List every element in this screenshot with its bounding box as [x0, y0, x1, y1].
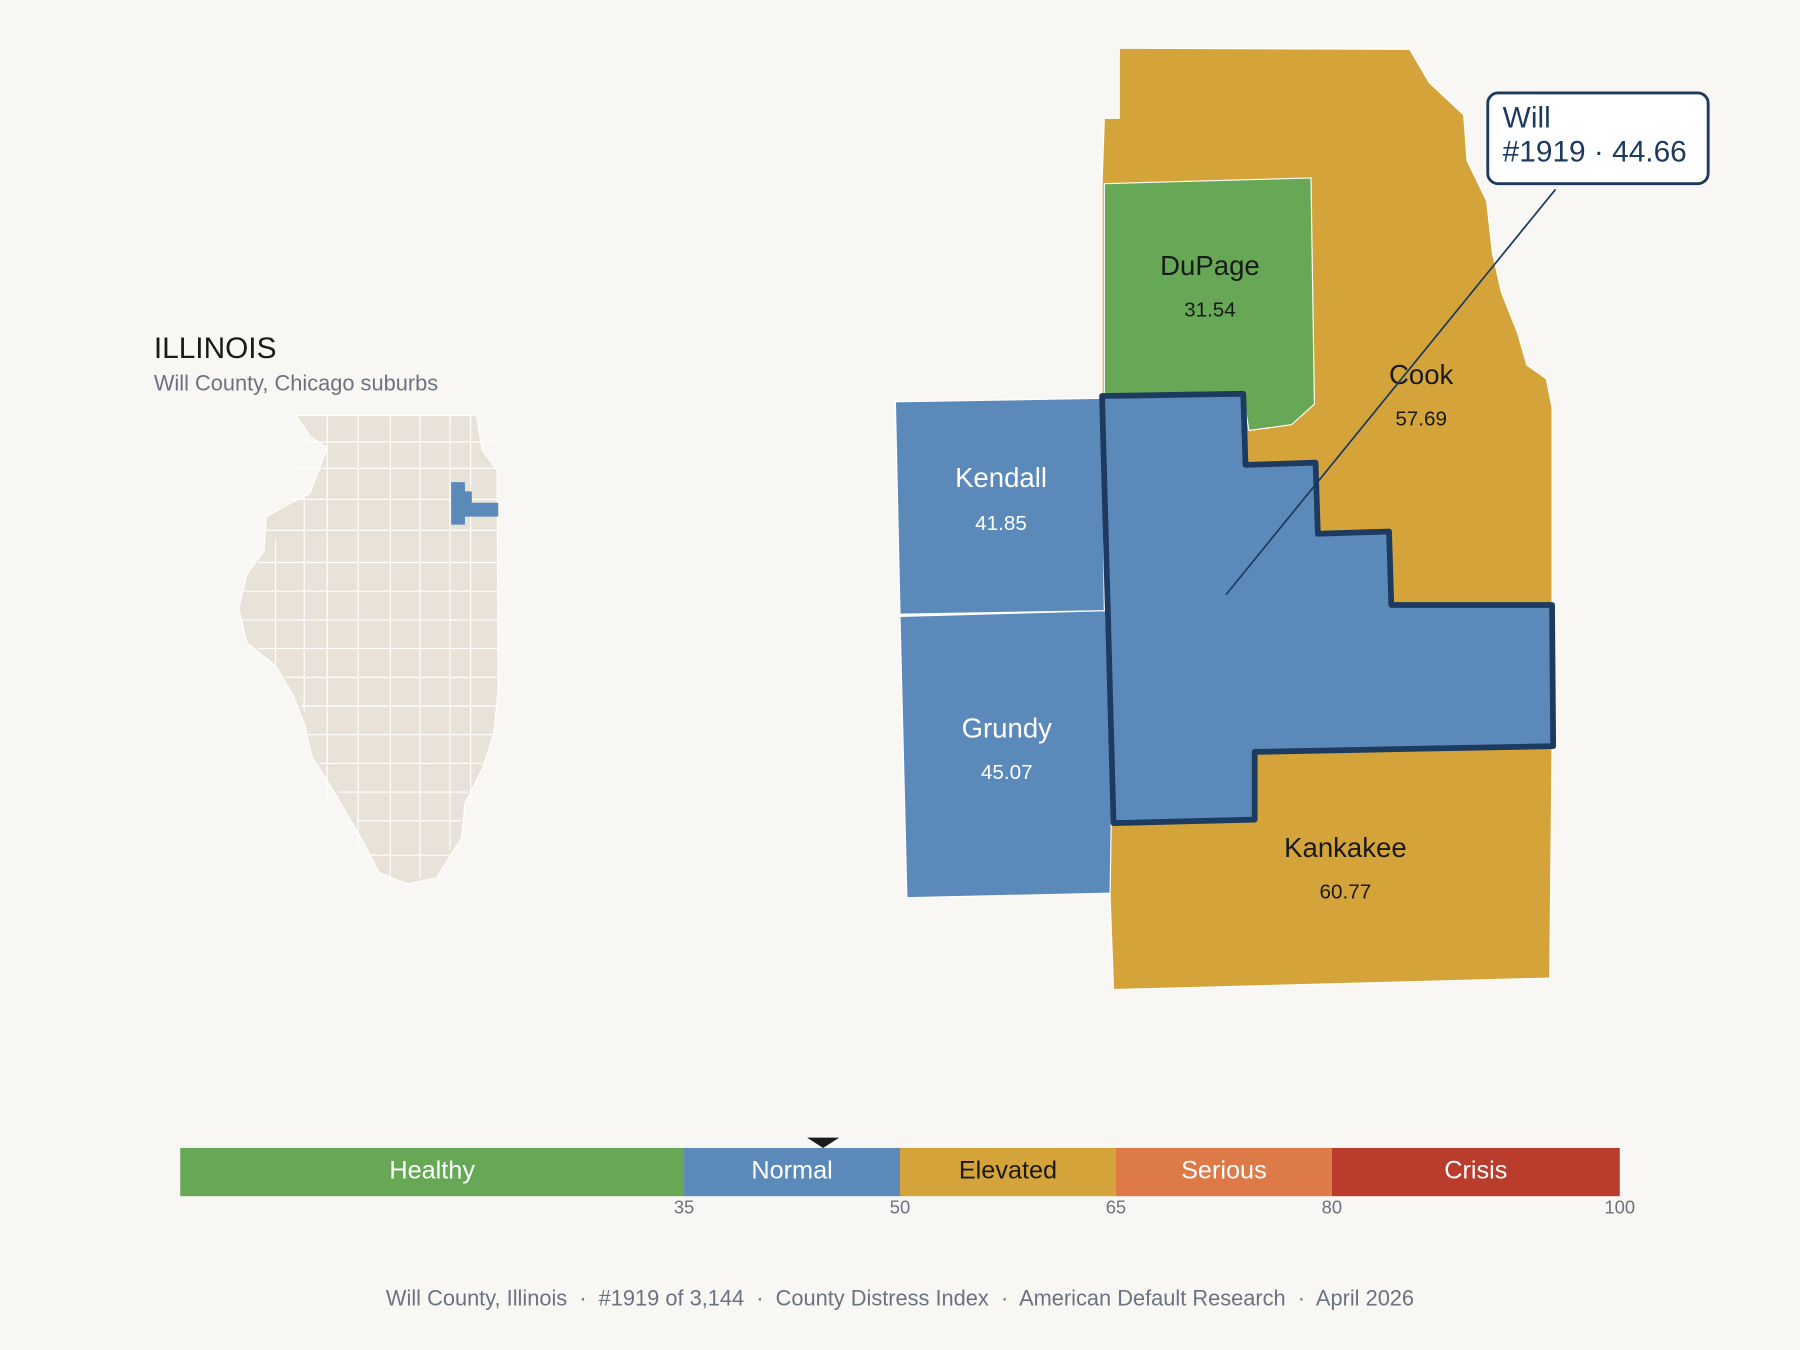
scale-band-label: Healthy	[389, 1157, 475, 1185]
scale-tick-label: 35	[674, 1197, 694, 1218]
county-value: 41.85	[975, 512, 1027, 535]
inset-subtitle: Will County, Chicago suburbs	[154, 370, 438, 395]
county-kendall	[894, 397, 1105, 615]
scale-band	[1331, 1147, 1620, 1197]
scale-tick-label: 80	[1322, 1197, 1342, 1218]
callout-title: Will	[1503, 101, 1551, 134]
inset-title: ILLINOIS	[154, 332, 277, 365]
scale-band-label: Normal	[751, 1157, 832, 1185]
county-value: 57.69	[1395, 408, 1447, 431]
scale-band-label: Crisis	[1444, 1157, 1507, 1185]
county-name: Kankakee	[1284, 832, 1407, 863]
scale-band	[180, 1147, 685, 1197]
county-grundy	[899, 610, 1115, 899]
county-value: 60.77	[1320, 881, 1372, 904]
county-name: DuPage	[1160, 250, 1260, 281]
county-name: Grundy	[962, 712, 1053, 743]
callout-leader	[1225, 188, 1557, 596]
scale-tick-label: 100	[1604, 1197, 1635, 1218]
scale-marker	[807, 1137, 840, 1148]
scale-band	[900, 1147, 1116, 1197]
scale-band-label: Elevated	[959, 1157, 1057, 1185]
callout-box	[1486, 91, 1710, 186]
scale-band-label: Serious	[1181, 1157, 1267, 1185]
county-value: 45.07	[981, 761, 1033, 784]
footer: Will County, Illinois · #1919 of 3,144 ·…	[386, 1285, 1414, 1310]
scale-band	[1115, 1147, 1332, 1197]
county-value: 31.54	[1184, 299, 1236, 322]
scale-tick-label: 50	[890, 1197, 910, 1218]
county-labels: DuPage 31.54 Cook 57.69 Kendall 41.85 Gr…	[955, 250, 1453, 904]
county-map	[894, 47, 1557, 991]
county-name: Cook	[1389, 359, 1454, 390]
county-will	[1099, 390, 1557, 826]
callout-detail: #1919 · 44.66	[1503, 136, 1687, 169]
will-highlight	[451, 482, 499, 525]
county-name: Kendall	[955, 462, 1047, 493]
scale-tick-label: 65	[1106, 1197, 1126, 1218]
scale-band	[684, 1147, 900, 1197]
distress-scale: Healthy Normal Elevated Serious Crisis 35 50 65…	[180, 1137, 1635, 1218]
illinois-inset	[238, 414, 499, 885]
